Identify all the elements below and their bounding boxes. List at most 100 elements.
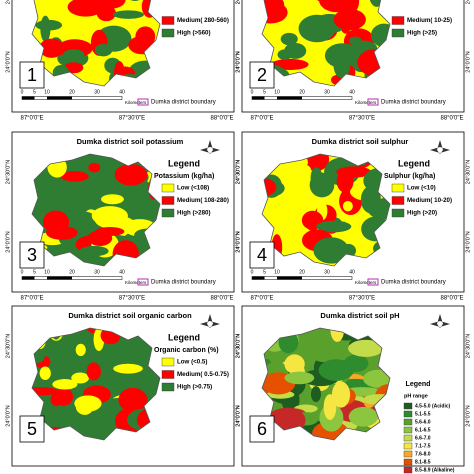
lat-label: 24°0'0"N bbox=[465, 51, 471, 72]
scale-bar-fill bbox=[277, 276, 302, 280]
legend-label: 6.6-7.0 bbox=[415, 435, 431, 441]
district-boundary bbox=[31, 327, 161, 441]
legend-swatch bbox=[403, 442, 413, 450]
lat-label: 24°30'0"N bbox=[5, 0, 11, 4]
scale-bar-fill bbox=[252, 96, 265, 100]
panel-number: 4 bbox=[257, 245, 267, 265]
scale-tick-label: 0 bbox=[21, 269, 24, 275]
scale-tick-label: 10 bbox=[274, 269, 280, 275]
scale-tick-label: 0 bbox=[251, 89, 254, 95]
panel-number-box bbox=[19, 415, 45, 443]
scale-tick-label: 30 bbox=[324, 269, 330, 275]
map-panel: Medium( 280-560) High (>560) 10 5 10 20 30 40Ki… bbox=[5, 0, 241, 122]
legend-unit: pH range bbox=[404, 393, 428, 399]
lat-label: 24°0'0"N bbox=[235, 405, 241, 426]
panel-number-box bbox=[249, 61, 275, 89]
legend-label: Low (<108) bbox=[177, 185, 209, 192]
zone bbox=[62, 49, 85, 62]
zone bbox=[69, 419, 80, 429]
zone bbox=[53, 387, 74, 406]
zone bbox=[318, 359, 354, 381]
lon-label: 88°0'0"E bbox=[210, 296, 233, 302]
scale-tick-label: 5 bbox=[263, 89, 266, 95]
zone bbox=[124, 182, 148, 197]
boundary-label: Dumka district boundary bbox=[151, 100, 216, 106]
zone bbox=[348, 406, 379, 427]
scale-tick-label: 30 bbox=[324, 89, 330, 95]
lat-label: 24°30'0"N bbox=[235, 334, 241, 358]
legend-swatch bbox=[403, 402, 413, 410]
lat-label: 24°0'0"N bbox=[5, 231, 11, 252]
legend-swatch bbox=[391, 28, 405, 38]
lon-label: 88°0'0"E bbox=[440, 116, 463, 122]
zone bbox=[94, 208, 122, 228]
legend-label: High (>25) bbox=[407, 30, 437, 37]
zone bbox=[86, 362, 101, 381]
zone bbox=[101, 194, 124, 205]
panel-number-box bbox=[19, 61, 45, 89]
lat-label: 24°0'0"N bbox=[235, 51, 241, 72]
scale-bar-fill bbox=[47, 276, 72, 280]
panel-number: 2 bbox=[257, 65, 267, 85]
lat-label: 24°30'0"N bbox=[465, 160, 471, 184]
legend-swatch bbox=[403, 466, 413, 474]
legend-label: High (>20) bbox=[407, 210, 437, 217]
scale-bar-fill bbox=[252, 276, 265, 280]
scale-tick-label: 10 bbox=[274, 89, 280, 95]
lat-label: 24°30'0"N bbox=[5, 334, 11, 358]
zone bbox=[32, 386, 59, 396]
zone bbox=[72, 0, 93, 15]
scale-tick-label: 5 bbox=[33, 269, 36, 275]
zone bbox=[284, 371, 315, 385]
scale-tick-label: 5 bbox=[33, 89, 36, 95]
panel-number: 5 bbox=[27, 419, 37, 439]
lat-label: 24°0'0"N bbox=[465, 405, 471, 426]
legend-swatch bbox=[403, 458, 413, 466]
map-body bbox=[32, 154, 160, 266]
north-arrow bbox=[200, 140, 220, 154]
lon-label: 87°0'0"E bbox=[250, 116, 273, 122]
legend-swatch bbox=[161, 16, 175, 25]
zone bbox=[342, 200, 353, 212]
zone bbox=[336, 170, 354, 193]
north-arrow bbox=[430, 314, 450, 328]
legend-swatch bbox=[161, 196, 175, 205]
legend-unit: Potassium (kg/ha) bbox=[154, 173, 214, 180]
scale-tick-label: 40 bbox=[349, 89, 355, 95]
zone bbox=[71, 372, 89, 384]
lat-label: 24°0'0"N bbox=[5, 405, 11, 426]
district-boundary bbox=[31, 0, 161, 87]
zone bbox=[114, 163, 148, 186]
panel-title: Dumka district soil potassium bbox=[77, 137, 184, 146]
legend-label: 7.6-8.0 bbox=[415, 451, 431, 457]
panel-title: Dumka district soil pH bbox=[320, 311, 399, 320]
legend-swatch bbox=[403, 450, 413, 458]
legend-label: Medium( 108-280) bbox=[177, 197, 229, 204]
panel-number-box bbox=[249, 241, 275, 269]
scale-tick-label: 40 bbox=[349, 269, 355, 275]
legend-swatch bbox=[161, 370, 175, 379]
panel-title: Dumka district soil organic carbon bbox=[68, 311, 192, 320]
scale-tick-label: 20 bbox=[299, 89, 305, 95]
scale-unit: Kilometers bbox=[125, 280, 147, 285]
district-boundary bbox=[261, 327, 391, 441]
scale-tick-label: 40 bbox=[119, 89, 125, 95]
lat-label: 24°30'0"N bbox=[235, 0, 241, 4]
zone bbox=[316, 220, 352, 233]
scale-tick-label: 40 bbox=[119, 269, 125, 275]
zone bbox=[39, 366, 51, 381]
zone bbox=[310, 386, 322, 403]
zone bbox=[348, 36, 362, 46]
zone bbox=[333, 51, 351, 79]
lon-label: 87°0'0"E bbox=[250, 296, 273, 302]
lat-label: 24°0'0"N bbox=[235, 231, 241, 252]
zone bbox=[40, 15, 51, 42]
legend-label: 6.1-6.5 bbox=[415, 427, 431, 433]
lat-label: 24°30'0"N bbox=[465, 334, 471, 358]
zone bbox=[96, 5, 116, 22]
scale-tick-label: 20 bbox=[69, 89, 75, 95]
map bbox=[31, 327, 161, 441]
zone bbox=[370, 23, 390, 48]
panel-number-box bbox=[249, 415, 275, 443]
lon-label: 87°0'0"E bbox=[20, 116, 43, 122]
